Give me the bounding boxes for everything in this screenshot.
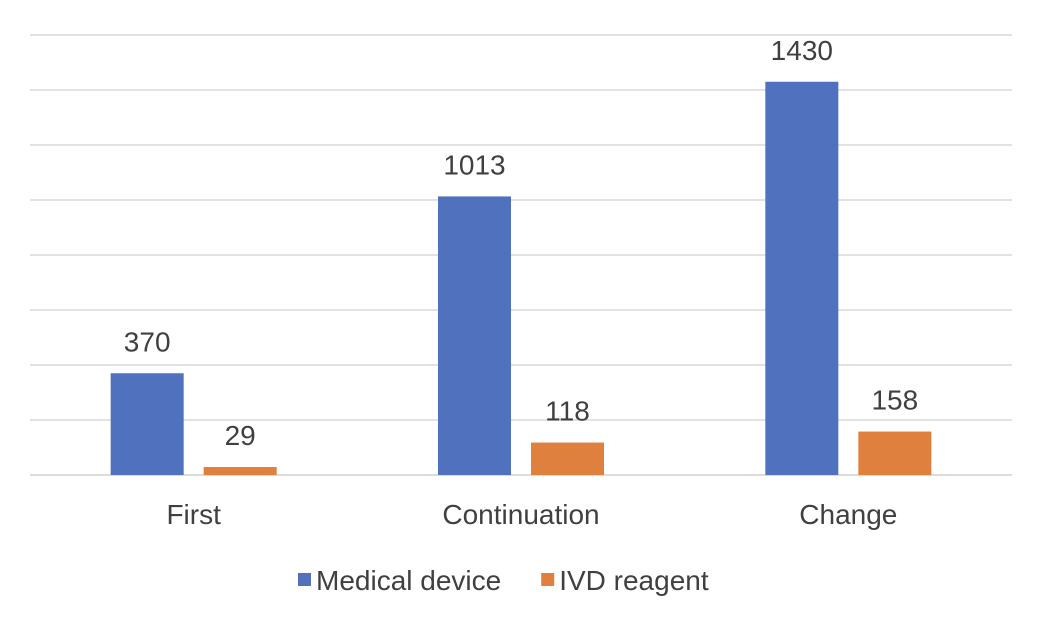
legend-label: IVD reagent: [559, 565, 709, 596]
x-tick-label: Change: [799, 499, 897, 530]
data-label: 1013: [443, 149, 505, 180]
bar-ivd-reagent: [531, 442, 604, 475]
data-label: 158: [871, 385, 918, 416]
x-tick-label: First: [166, 499, 221, 530]
bar-ivd-reagent: [858, 431, 932, 475]
data-label: 1430: [771, 35, 833, 66]
data-label: 29: [225, 420, 256, 451]
bar-medical-device: [438, 196, 511, 476]
bar-ivd-reagent: [203, 467, 277, 475]
bar-medical-device: [765, 81, 839, 475]
data-label: 118: [545, 396, 590, 427]
legend-swatch: [541, 573, 555, 586]
data-label: 370: [124, 326, 171, 357]
legend-swatch: [298, 573, 311, 586]
x-tick-label: Continuation: [442, 499, 599, 530]
legend-label: Medical device: [316, 565, 501, 596]
bar-medical-device: [110, 373, 184, 475]
